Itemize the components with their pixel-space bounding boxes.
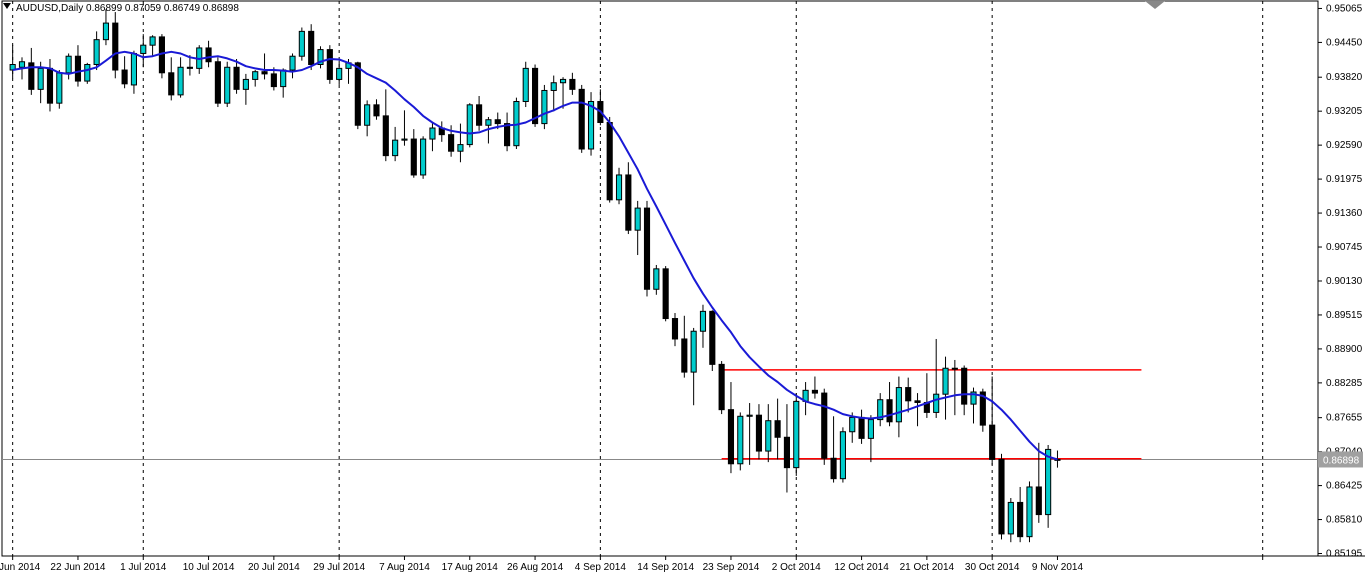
svg-text:9 Nov 2014: 9 Nov 2014	[1032, 562, 1084, 572]
svg-text:0.89515: 0.89515	[1326, 310, 1363, 321]
svg-text:7 Aug 2014: 7 Aug 2014	[379, 562, 430, 572]
svg-text:0.93820: 0.93820	[1326, 72, 1363, 83]
svg-text:0.94450: 0.94450	[1326, 37, 1363, 48]
svg-text:0.87655: 0.87655	[1326, 413, 1363, 424]
svg-text:21 Oct 2014: 21 Oct 2014	[900, 562, 955, 572]
svg-text:0.85810: 0.85810	[1326, 515, 1363, 526]
svg-text:0.86898: 0.86898	[1323, 455, 1360, 466]
svg-text:0.91360: 0.91360	[1326, 208, 1363, 219]
svg-text:17 Aug 2014: 17 Aug 2014	[442, 562, 499, 572]
svg-text:14 Sep 2014: 14 Sep 2014	[637, 562, 694, 572]
svg-text:0.88900: 0.88900	[1326, 344, 1363, 355]
svg-text:0.93205: 0.93205	[1326, 106, 1363, 117]
svg-text:23 Sep 2014: 23 Sep 2014	[703, 562, 760, 572]
svg-text:0.90745: 0.90745	[1326, 242, 1363, 253]
svg-text:0.91975: 0.91975	[1326, 174, 1363, 185]
svg-text:0.92590: 0.92590	[1326, 140, 1363, 151]
svg-text:0.95065: 0.95065	[1326, 3, 1363, 14]
svg-text:12 Jun 2014: 12 Jun 2014	[0, 562, 41, 572]
chart-canvas[interactable]: 12 Jun 2014 22 Jun 2014 1 Jul 2014 10 Jul 2…	[0, 0, 1365, 572]
svg-text:2 Oct 2014: 2 Oct 2014	[772, 562, 821, 572]
svg-text:26 Aug 2014: 26 Aug 2014	[507, 562, 564, 572]
svg-text:0.86425: 0.86425	[1326, 481, 1363, 492]
svg-text:4 Sep 2014: 4 Sep 2014	[575, 562, 627, 572]
svg-text:30 Oct 2014: 30 Oct 2014	[965, 562, 1020, 572]
svg-text:1 Jul 2014: 1 Jul 2014	[120, 562, 167, 572]
svg-text:20 Jul 2014: 20 Jul 2014	[248, 562, 300, 572]
candlestick-chart[interactable]: 12 Jun 2014 22 Jun 2014 1 Jul 2014 10 Jul 2…	[0, 0, 1365, 572]
svg-text:0.90130: 0.90130	[1326, 276, 1363, 287]
svg-text:22 Jun 2014: 22 Jun 2014	[50, 562, 105, 572]
svg-text:12 Oct 2014: 12 Oct 2014	[834, 562, 889, 572]
svg-text:10 Jul 2014: 10 Jul 2014	[183, 562, 235, 572]
svg-text:0.88285: 0.88285	[1326, 378, 1363, 389]
svg-text:0.85195: 0.85195	[1326, 549, 1363, 560]
svg-text:29 Jul 2014: 29 Jul 2014	[313, 562, 365, 572]
svg-text:AUDUSD,Daily 0.86899 0.87059: AUDUSD,Daily 0.86899 0.87059 0.86749 0.8…	[16, 3, 239, 14]
